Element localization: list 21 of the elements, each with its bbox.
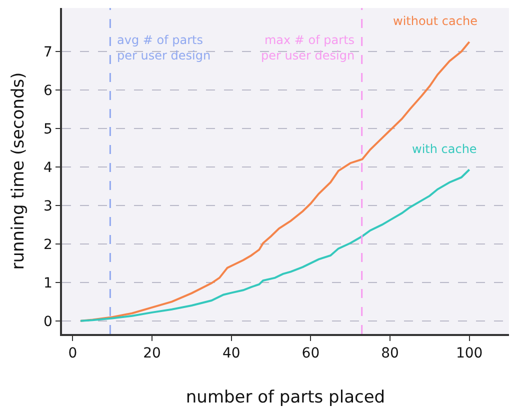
x-tick-label: 40	[222, 346, 240, 362]
x-tick-label: 60	[302, 346, 320, 362]
y-tick-label: 6	[44, 82, 53, 99]
series-label: with cache	[412, 142, 477, 156]
x-tick-label: 20	[143, 346, 161, 362]
y-tick-label: 4	[44, 160, 53, 176]
y-tick-label: 1	[44, 275, 52, 292]
y-tick-label: 0	[44, 314, 52, 330]
ref-line-label: max # of parts per user design	[261, 33, 355, 63]
ref-line-label: avg # of parts per user design	[117, 33, 211, 63]
series-label: without cache	[393, 14, 478, 28]
y-tick-label: 7	[44, 44, 52, 60]
y-tick-label: 3	[44, 198, 52, 214]
x-tick-label: 100	[456, 346, 483, 362]
y-tick-label: 5	[44, 121, 52, 138]
y-tick-label: 2	[44, 236, 52, 253]
line-series	[80, 168, 470, 322]
x-tick-label: 80	[381, 346, 399, 362]
y-axis-title: running time (seconds)	[8, 72, 29, 270]
x-axis-title: number of parts placed	[186, 387, 386, 408]
x-tick-label: 0	[68, 346, 78, 362]
